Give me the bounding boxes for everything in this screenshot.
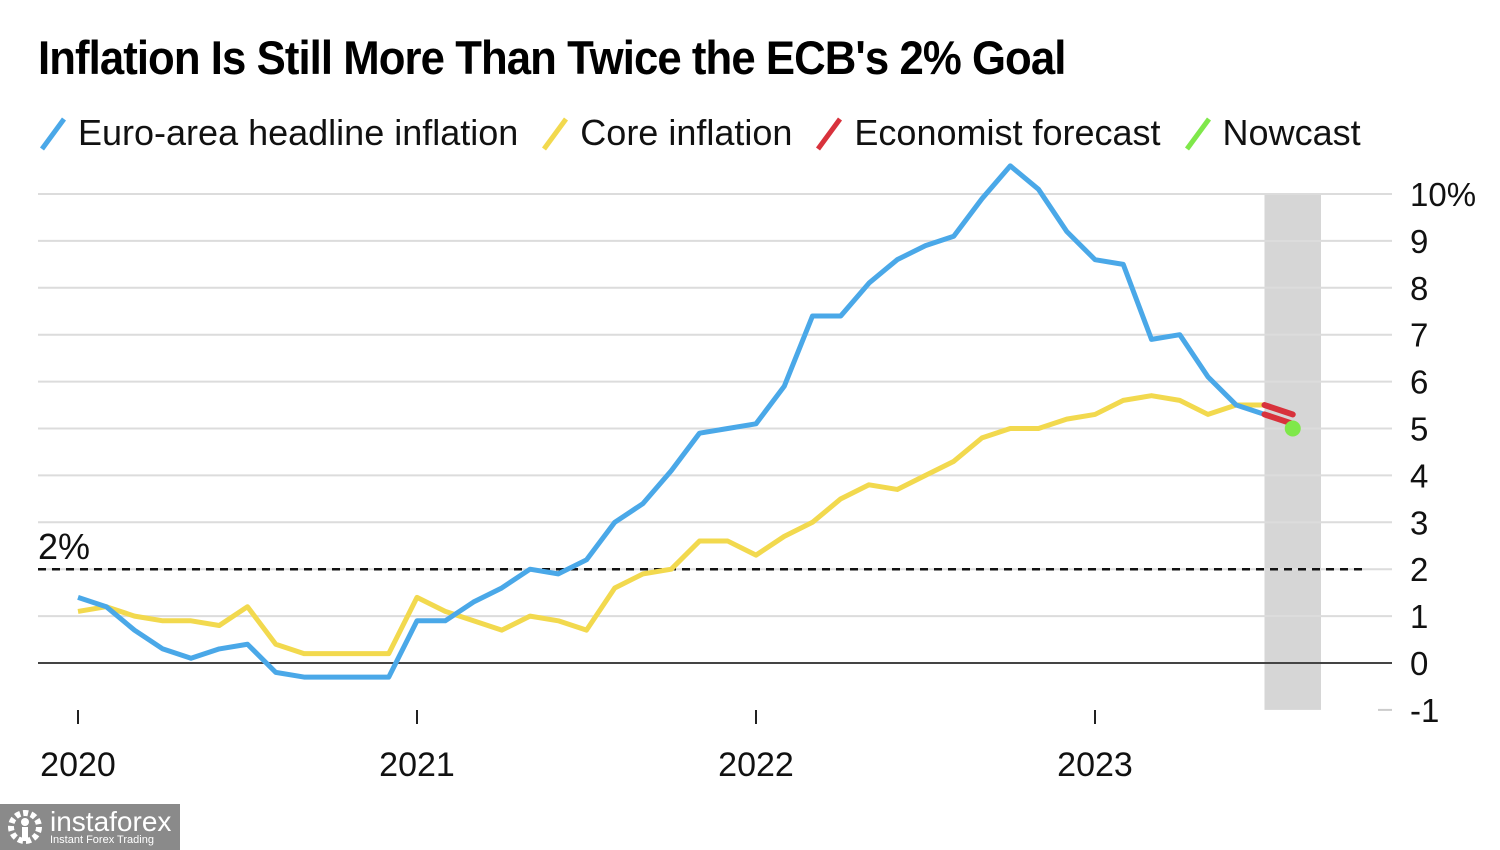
y-tick-label: 9	[1410, 223, 1428, 260]
y-tick-label: 5	[1410, 411, 1428, 448]
y-tick-label: 0	[1410, 645, 1428, 682]
gear-logo-icon	[8, 810, 42, 844]
legend-label-headline: Euro-area headline inflation	[78, 112, 519, 153]
x-tick-label: 2021	[379, 746, 455, 784]
legend-item-nowcast: Nowcast	[1183, 112, 1361, 154]
economist-forecast-segment	[1261, 402, 1296, 418]
legend-swatch-core	[542, 117, 569, 151]
legend-swatch-nowcast	[1184, 117, 1211, 151]
nowcast-point	[1284, 420, 1301, 437]
y-tick-label: 7	[1410, 317, 1428, 354]
legend: Euro-area headline inflation Core inflat…	[38, 112, 1383, 154]
legend-label-forecast: Economist forecast	[854, 112, 1161, 153]
legend-item-headline: Euro-area headline inflation	[38, 112, 518, 154]
x-tick-label: 2020	[40, 746, 116, 784]
watermark-name: instaforex	[50, 805, 172, 837]
line-chart: -1 0 1 2 3 4 5 6 7 8 9 10% 2020 2021 2022 2023 2%	[38, 163, 1476, 784]
legend-item-core: Core inflation	[540, 112, 792, 154]
y-tick-label: 3	[1410, 504, 1428, 541]
x-tick-label: 2022	[718, 746, 794, 784]
legend-swatch-headline	[39, 117, 67, 151]
chart-title: Inflation Is Still More Than Twice the E…	[38, 31, 1066, 84]
instaforex-watermark: instaforex Instant Forex Trading	[0, 804, 180, 850]
y-tick-label: 10%	[1410, 176, 1476, 213]
y-tick-label: 1	[1410, 598, 1428, 635]
legend-label-core: Core inflation	[580, 112, 793, 153]
legend-label-nowcast: Nowcast	[1222, 112, 1361, 153]
x-tick-label: 2023	[1057, 746, 1133, 784]
y-tick-label: 8	[1410, 270, 1428, 307]
y-tick-label: -1	[1410, 692, 1439, 729]
y-tick-label: 4	[1410, 457, 1428, 494]
headline-inflation-line	[77, 163, 1266, 680]
y-tick-label: 2	[1410, 551, 1428, 588]
reference-line-label: 2%	[38, 526, 90, 567]
legend-swatch-forecast	[816, 117, 843, 151]
core-inflation-line	[77, 393, 1265, 657]
shaded-forecast-region	[1264, 194, 1321, 710]
y-tick-label: 6	[1410, 364, 1428, 401]
legend-item-forecast: Economist forecast	[814, 112, 1161, 154]
watermark-tagline: Instant Forex Trading	[50, 833, 154, 846]
